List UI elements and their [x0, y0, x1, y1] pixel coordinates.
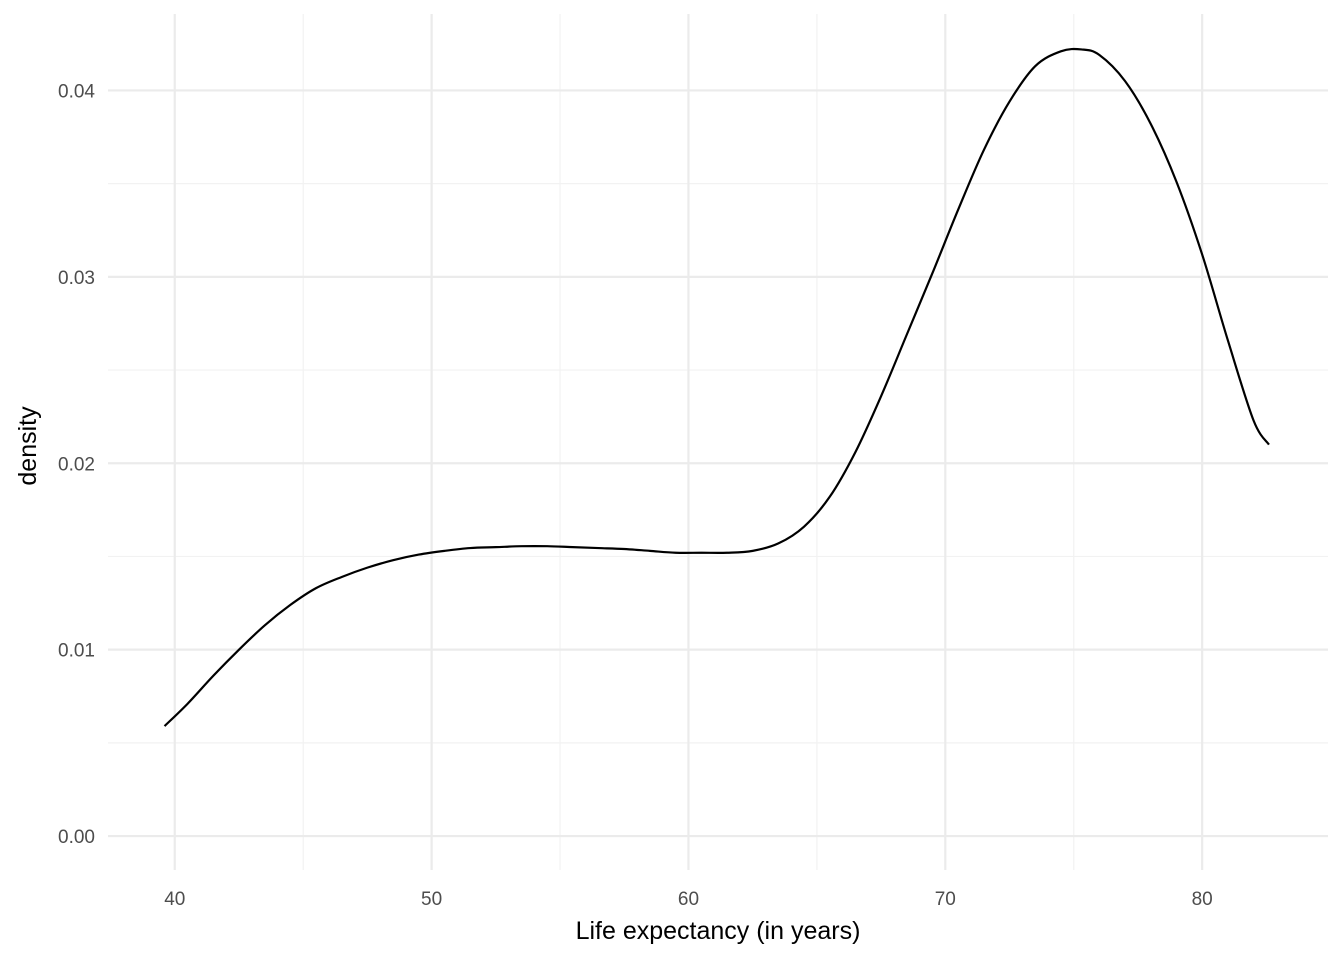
y-tick-labels: 0.00 0.01 0.02 0.03 0.04: [58, 81, 95, 848]
y-tick-label: 0.02: [58, 454, 95, 475]
series-layer: [163, 47, 1270, 727]
y-tick-label: 0.04: [58, 81, 95, 102]
x-tick-labels: 40 50 60 70 80: [164, 889, 1213, 910]
major-gridlines: [108, 14, 1328, 870]
x-tick-label: 80: [1192, 889, 1213, 910]
x-tick-label: 40: [164, 889, 185, 910]
y-tick-label: 0.01: [58, 641, 95, 662]
minor-gridlines: [108, 14, 1328, 870]
x-tick-label: 70: [935, 889, 956, 910]
x-tick-label: 60: [678, 889, 699, 910]
y-axis-title: density: [14, 406, 42, 486]
x-axis-title: Life expectancy (in years): [576, 917, 861, 945]
x-tick-label: 50: [421, 889, 442, 910]
density-line: [163, 47, 1270, 727]
y-tick-label: 0.00: [58, 827, 95, 848]
y-tick-label: 0.03: [58, 268, 95, 289]
